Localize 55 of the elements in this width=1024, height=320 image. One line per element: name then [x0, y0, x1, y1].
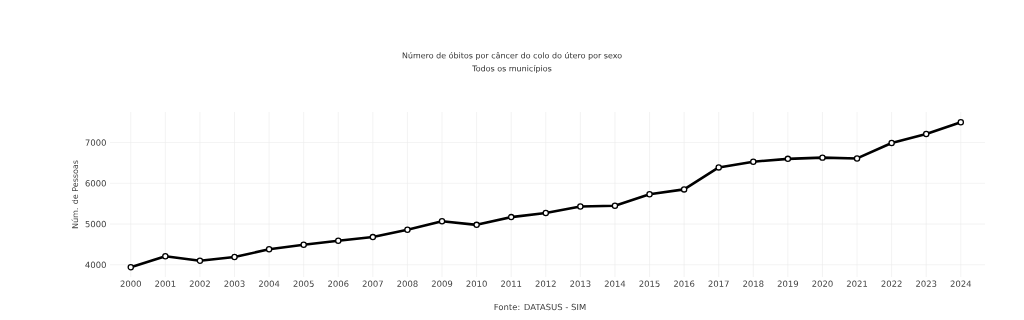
x-tick-label: 2021	[846, 280, 868, 287]
point	[784, 155, 792, 163]
x-tick-label: 2001	[155, 280, 176, 287]
x-tick-label: 2005	[293, 280, 314, 287]
point	[646, 191, 653, 198]
y-tick-label: 4000	[85, 261, 106, 268]
point	[957, 118, 965, 126]
x-tick-label: 2014	[604, 280, 626, 287]
point	[888, 139, 895, 147]
x-tick-label: 2008	[397, 280, 418, 287]
point	[369, 233, 377, 241]
x-tick-label: 2004	[258, 280, 280, 287]
x-tick-label: 2020	[812, 280, 833, 287]
x-tick-label: 2009	[431, 280, 453, 287]
y-tick-label: 5000	[85, 220, 106, 228]
point	[196, 257, 204, 264]
x-tick-label: 2000	[120, 280, 141, 287]
point	[853, 155, 861, 162]
point	[162, 252, 169, 260]
x-tick-label: 2024	[950, 280, 972, 287]
x-tick-label: 2018	[743, 280, 764, 287]
x-tick-label: 2010	[466, 280, 487, 287]
point	[577, 203, 584, 210]
point	[335, 237, 342, 244]
point	[715, 164, 722, 171]
point	[611, 202, 619, 209]
point	[750, 158, 757, 165]
point	[265, 246, 273, 253]
point	[922, 130, 930, 138]
x-tick-label: 2011	[501, 280, 522, 287]
point	[507, 213, 515, 221]
x-tick-label: 2022	[881, 280, 902, 287]
point	[231, 253, 238, 261]
point	[127, 263, 134, 271]
y-tick-label: 6000	[85, 180, 106, 187]
point	[404, 226, 411, 233]
x-tick-label: 2006	[328, 280, 349, 287]
point	[542, 209, 550, 217]
x-tick-label: 2016	[673, 280, 695, 287]
x-tick-label: 2015	[639, 280, 660, 287]
x-tick-label: 2002	[189, 280, 210, 287]
source-note: Fonte: DATASUS - SIM	[494, 303, 586, 311]
x-tick-label: 2019	[777, 280, 799, 287]
x-tick-label: 2007	[362, 280, 383, 287]
point	[300, 241, 307, 249]
point	[680, 186, 688, 193]
point	[438, 217, 446, 225]
x-tick-label: 2012	[535, 280, 556, 287]
x-tick-label: 2013	[570, 280, 591, 287]
y-tick-label: 7000	[85, 139, 106, 146]
point	[819, 154, 826, 161]
x-tick-label: 2003	[224, 280, 245, 287]
x-tick-label: 2017	[708, 280, 729, 287]
x-tick-label: 2023	[916, 280, 937, 287]
point	[473, 221, 480, 229]
